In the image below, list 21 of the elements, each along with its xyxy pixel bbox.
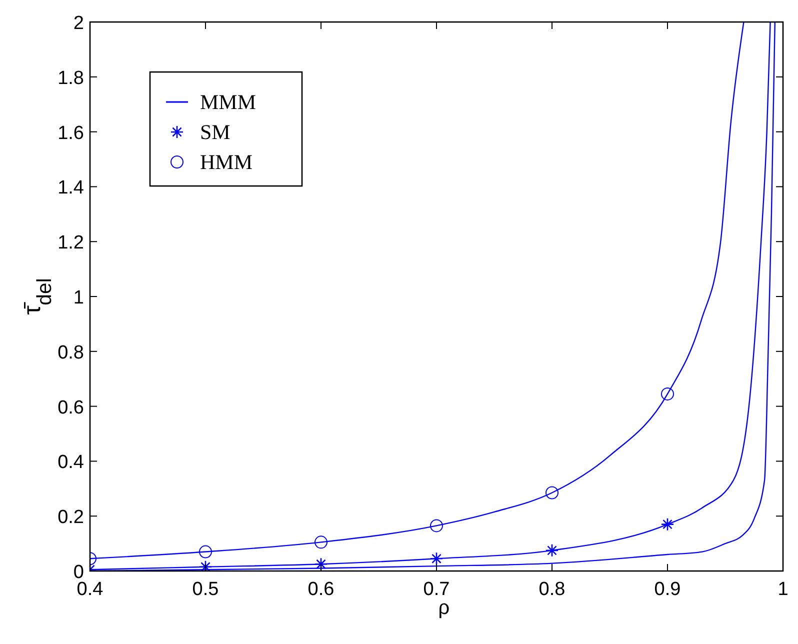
x-axis-title: ρ [438,597,450,619]
y-tick-label: 0.4 [58,452,84,474]
y-tick-label: 1.2 [58,232,84,254]
y-tick-label: 1.8 [58,68,84,89]
y-tick-label: 0 [73,562,84,583]
y-tick-label: 2 [73,13,84,34]
y-tick-label: 0.8 [58,342,84,364]
y-tick-label: 0.2 [58,507,84,528]
x-tick-label: 0.9 [654,579,681,600]
x-tick-label: 0.7 [423,579,450,600]
x-tick-label: 0.5 [192,579,219,600]
y-tick-label: 1 [73,288,84,308]
legend-label: MMM [200,90,256,114]
y-tick-label: 1.6 [58,122,84,144]
y-tick-label: 1.4 [58,178,84,199]
legend-label: SM [200,120,231,144]
legend-label: HMM [200,150,253,174]
x-tick-label: 0.6 [308,579,334,600]
y-tick-label: 0.6 [58,397,84,418]
x-tick-label: 0.8 [538,579,566,600]
x-tick-label: 1 [778,579,788,600]
